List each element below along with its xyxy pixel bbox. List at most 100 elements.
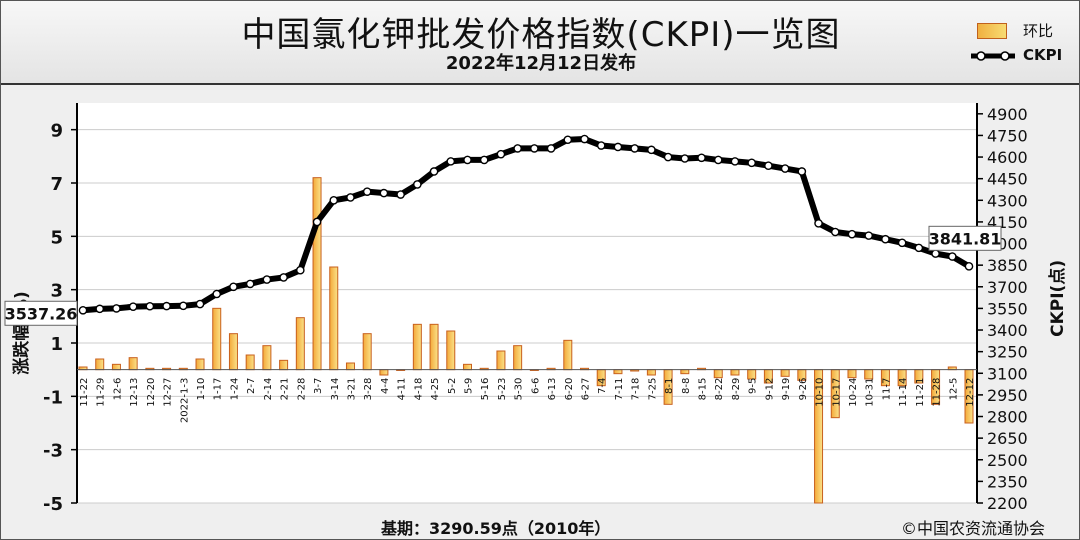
ckpi-point (329, 195, 339, 205)
bar-change (429, 323, 439, 371)
ckpi-point (897, 238, 907, 248)
x-tick-label: 7-11 (614, 378, 625, 401)
x-tick-label: 1-10 (196, 378, 207, 401)
y-tick-label-right: 4450 (987, 170, 1028, 189)
legend-bar-label: 环比 (1023, 22, 1054, 40)
y-axis-title-right: CKPI(点) (1047, 260, 1068, 337)
x-tick-label: 5-9 (463, 378, 474, 394)
bar-change (262, 345, 272, 371)
ckpi-point (496, 149, 506, 159)
x-tick-label: 3-21 (346, 378, 357, 401)
release-date: 2022年12月12日发布 (445, 53, 637, 74)
ckpi-point (145, 301, 155, 311)
bar-change (412, 323, 422, 371)
ckpi-point (580, 134, 589, 144)
ckpi-point (262, 275, 272, 284)
ckpi-point (279, 273, 288, 282)
bar-change (496, 350, 506, 371)
point-label: 3841.81 (929, 229, 1002, 248)
y-tick-label-right: 2350 (987, 472, 1028, 491)
ckpi-point (429, 167, 439, 176)
x-tick-label: 9-19 (781, 378, 792, 401)
y-tick-label-right: 3400 (987, 321, 1028, 340)
ckpi-point (479, 155, 489, 165)
bar-change (329, 266, 339, 371)
legend-line-label: CKPI (1023, 46, 1063, 64)
plot-area (77, 103, 977, 503)
bar-change (379, 369, 389, 376)
copyright-note: ©中国农资流通协会 (901, 519, 1046, 538)
ckpi-point (546, 144, 556, 153)
ckpi-point (630, 144, 639, 153)
x-tick-label: 1-17 (213, 378, 224, 401)
x-tick-label: 3-28 (363, 378, 374, 401)
ckpi-point (613, 142, 623, 152)
legend-item-bar: 环比 (969, 19, 1077, 41)
ckpi-point (446, 157, 456, 166)
x-tick-label: 7-18 (631, 378, 642, 401)
ckpi-point (463, 155, 472, 165)
y-tick-label-right: 4750 (987, 126, 1028, 145)
ckpi-point (95, 304, 105, 314)
chart-title: 中国氯化钾批发价格指数(CKPI)一览图 (241, 15, 841, 55)
x-tick-label: 11-21 (915, 378, 926, 407)
bar-change (446, 330, 456, 371)
ckpi-point (296, 265, 305, 275)
ckpi-point (713, 155, 723, 165)
x-tick-label: 4-25 (430, 378, 441, 401)
x-tick-label: 11-22 (79, 378, 90, 407)
x-tick-label: 6-27 (581, 378, 592, 401)
x-tick-label: 2022-1-3 (179, 378, 190, 423)
y-tick-label-left: 9 (50, 121, 63, 142)
bar-change (462, 363, 472, 371)
ckpi-point (780, 164, 790, 173)
ckpi-point (346, 193, 355, 202)
base-period-note: 基期：3290.59点（2010年） (381, 519, 611, 538)
ckpi-point (797, 167, 807, 176)
x-tick-label: 9-5 (748, 378, 759, 394)
x-tick-label: 12-6 (112, 378, 123, 401)
y-tick-label-left: 3 (50, 281, 63, 302)
bar-change (680, 369, 690, 375)
ckpi-point (212, 289, 222, 299)
ckpi-point (914, 243, 924, 253)
y-tick-label-left: -1 (43, 387, 63, 408)
x-tick-label: 11-7 (881, 378, 892, 401)
bar-change (730, 369, 740, 376)
x-tick-label: 11-29 (96, 378, 107, 407)
y-tick-label-right: 2950 (987, 386, 1028, 405)
ckpi-point (229, 282, 238, 292)
y-tick-label-right: 4900 (987, 105, 1028, 124)
ckpi-point (764, 161, 773, 171)
ckpi-point (245, 279, 255, 289)
x-tick-label: 5-2 (447, 378, 458, 394)
x-tick-label: 5-23 (497, 378, 508, 401)
chart-header: 中国氯化钾批发价格指数(CKPI)一览图 2022年12月12日发布 环比 CK… (1, 1, 1079, 85)
point-label-box (4, 300, 78, 326)
bar-change (312, 177, 322, 371)
ckpi-point (195, 299, 205, 309)
ckpi-point (513, 144, 522, 153)
bar-change (95, 358, 105, 371)
point-label-box (928, 225, 1002, 251)
y-tick-label-right: 3550 (987, 299, 1028, 318)
ckpi-point (179, 301, 188, 311)
bar-change (228, 333, 238, 371)
y-tick-label-left: 7 (50, 174, 63, 195)
y-tick-label-right: 2800 (987, 408, 1028, 427)
x-tick-label: 2-21 (280, 378, 291, 401)
bar-change (513, 345, 523, 371)
ckpi-point (680, 154, 690, 163)
ckpi-point (747, 158, 756, 168)
x-tick-label: 10-17 (831, 378, 842, 407)
bar-change (111, 363, 121, 371)
x-tick-label: 6-20 (564, 378, 575, 401)
x-tick-label: 4-18 (413, 378, 424, 401)
bar-change (713, 369, 723, 379)
ckpi-point (847, 229, 857, 239)
legend-item-line: CKPI (969, 45, 1077, 67)
bar-change (780, 369, 790, 377)
x-tick-label: 12-20 (146, 378, 157, 407)
bar-change (864, 369, 874, 380)
